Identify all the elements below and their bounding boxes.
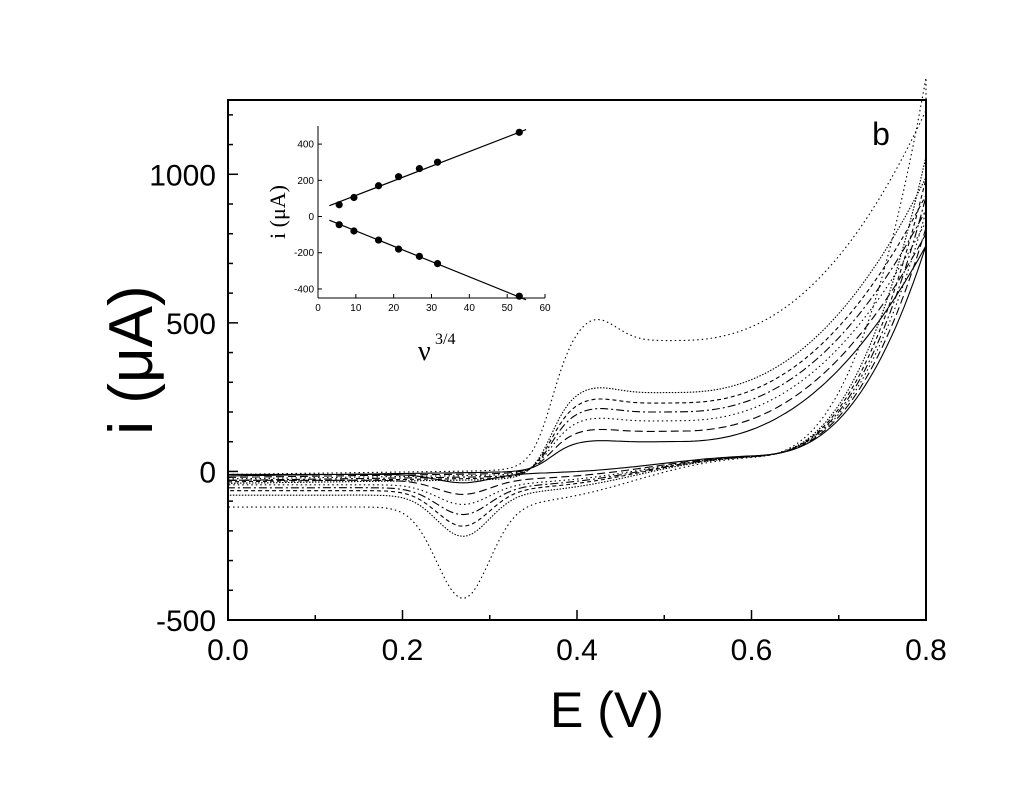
inset-point-2 (350, 227, 358, 235)
inset-x-axis-label-superscript: 3/4 (435, 331, 455, 348)
inset-y-tick-label: 0 (308, 212, 314, 223)
x-axis-label: E (V) (550, 682, 664, 738)
main-plot-frame (227, 99, 927, 621)
cv-series-3 (227, 211, 927, 506)
inset-fit-line-2 (329, 219, 527, 301)
inset-point-2 (433, 260, 442, 268)
y-tick-label: 500 (166, 308, 216, 341)
inset-point-2 (394, 245, 403, 253)
inset-point-1 (335, 201, 343, 209)
inset-x-tick-label: 50 (502, 303, 514, 314)
cv-series-2 (227, 227, 927, 495)
inset-point-1 (394, 173, 403, 181)
cv-series-6 (227, 156, 927, 537)
inset-y-tick-label: 400 (297, 140, 314, 151)
inset-x-tick-label: 0 (315, 303, 321, 314)
panel-letter: b (872, 116, 890, 152)
x-tick-label: 0.8 (905, 634, 947, 667)
cv-series-4 (227, 196, 927, 516)
x-tick-label: 0.2 (382, 634, 424, 667)
y-axis-label: i (μA) (97, 285, 166, 434)
y-tick-label: 1000 (149, 159, 216, 192)
inset-x-tick-label: 30 (426, 303, 438, 314)
main-series-group (227, 77, 927, 600)
y-tick-label: 0 (199, 456, 216, 489)
inset-y-axis-label: i (μA) (265, 185, 290, 239)
inset-x-tick-label: 20 (388, 303, 400, 314)
inset-fit-line-1 (329, 129, 527, 207)
inset-point-1 (350, 193, 358, 202)
inset-y-tick-label: -200 (294, 248, 314, 259)
cv-series-5 (227, 178, 927, 527)
cv-series-7 (227, 77, 927, 600)
inset-x-tick-label: 60 (539, 303, 551, 314)
inset-point-2 (374, 236, 383, 244)
inset-y-tick-label: -400 (294, 284, 314, 295)
inset-x-tick-label: 40 (464, 303, 476, 314)
inset-point-1 (515, 128, 523, 136)
inset-point-2 (335, 221, 343, 229)
inset-point-1 (433, 158, 442, 166)
cv-series-1 (227, 245, 927, 484)
inset-point-2 (415, 252, 423, 260)
inset-point-1 (374, 182, 383, 190)
x-tick-label: 0.6 (731, 634, 773, 667)
inset-x-axis-label: ν (418, 336, 431, 367)
inset-point-2 (515, 292, 523, 300)
inset-point-1 (415, 164, 423, 173)
x-tick-label: 0.4 (556, 634, 598, 667)
x-tick-label: 0.0 (207, 634, 249, 667)
inset-x-tick-label: 10 (350, 303, 362, 314)
inset-y-tick-label: 200 (297, 176, 314, 187)
inset-chart: 0 10 20 30 40 50 60 -400 -200 0 200 400 i (μA) ν 3/4 (265, 126, 551, 367)
y-tick-label: -500 (156, 605, 216, 638)
